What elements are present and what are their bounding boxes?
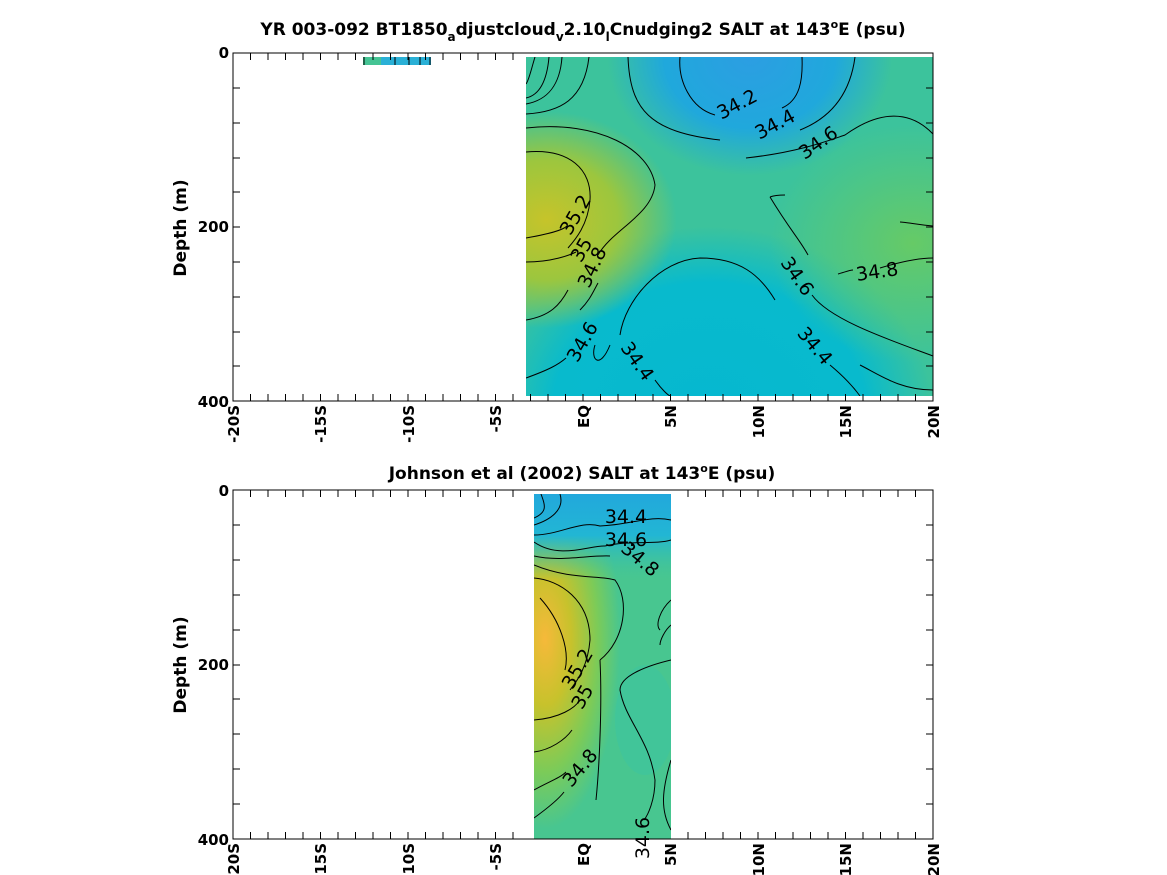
contour-line [534, 771, 567, 791]
contour-line [595, 659, 602, 801]
top-x-tick-labels: -20S -15S -10S -5S EQ 5N 10N 15N 20N [225, 405, 943, 443]
x-tick-label: 20N [925, 843, 943, 875]
top-contour-lines [526, 57, 933, 396]
contour-line [526, 57, 563, 105]
x-tick-label: -15S [312, 405, 330, 443]
contour-line [534, 494, 562, 526]
y-tick-label: 400 [198, 831, 229, 849]
contour-label: 34.4 [605, 506, 647, 528]
contour-line [859, 364, 933, 391]
x-tick-label: 5N [662, 843, 680, 866]
top-panel: YR 003-092 BT1850adjustcloudv2.10lCnudgi… [171, 18, 943, 443]
contour-line [579, 282, 599, 311]
y-tick-label: 200 [198, 218, 229, 236]
contour-line [526, 151, 591, 249]
contour-line [769, 194, 786, 198]
contour-line [679, 57, 716, 116]
x-tick-label: -15S [312, 843, 330, 875]
x-tick-label: -10S [400, 843, 418, 875]
bottom-y-tick-labels: 0 200 400 [198, 482, 229, 849]
contour-line [526, 57, 590, 115]
top-surface-strip [363, 57, 431, 65]
x-tick-label: -5S [487, 843, 505, 870]
contour-line [829, 364, 861, 396]
contour-line [526, 57, 550, 99]
top-y-tick-labels: 0 200 400 [198, 44, 229, 411]
x-tick-label: 10N [750, 405, 768, 438]
contour-line [619, 257, 776, 336]
bottom-panel: Johnson et al (2002) SALT at 143oE (psu) [171, 462, 943, 875]
bottom-x-tick-labels: -20S -15S -10S -5S EQ 5N 10N 15N 20N [225, 843, 943, 875]
top-x-ticks [233, 53, 933, 401]
contour-line [534, 577, 591, 691]
contour-line [534, 729, 573, 753]
contour-line [899, 221, 933, 227]
contour-line [526, 251, 577, 263]
top-salinity-field [526, 57, 933, 396]
x-tick-label: 20N [925, 405, 943, 438]
contour-line [837, 269, 854, 275]
contour-line [593, 344, 611, 361]
contour-line [534, 494, 545, 519]
contour-line [534, 539, 671, 552]
bottom-contour-lines [534, 494, 671, 831]
contour-line [619, 659, 671, 821]
y-tick-label: 400 [198, 393, 229, 411]
contour-line [879, 257, 933, 269]
contour-line [659, 624, 671, 646]
top-title: YR 003-092 BT1850adjustcloudv2.10lCnudgi… [259, 18, 905, 44]
contour-line [781, 57, 803, 109]
contour-line [534, 699, 581, 721]
contour-line [534, 564, 624, 661]
x-tick-label: -20S [225, 405, 243, 443]
contour-line [654, 379, 671, 396]
y-tick-label: 0 [219, 482, 229, 500]
x-tick-label: -10S [400, 405, 418, 443]
contour-line [534, 518, 671, 536]
contour-line [769, 196, 809, 256]
contour-line [663, 759, 671, 831]
x-tick-label: 15N [837, 405, 855, 438]
contour-line [534, 791, 565, 819]
contour-label: 34.6 [605, 529, 647, 551]
contour-label: 34.6 [632, 817, 654, 859]
x-tick-label: EQ [575, 843, 593, 866]
bottom-x-ticks [233, 490, 933, 839]
x-tick-label: 10N [750, 843, 768, 875]
contour-line [539, 597, 567, 671]
contour-line [811, 294, 933, 357]
contour-line [799, 57, 856, 131]
contour-line [526, 225, 568, 239]
bottom-title: Johnson et al (2002) SALT at 143oE (psu) [388, 462, 776, 484]
x-tick-label: 5N [662, 405, 680, 428]
contour-line [657, 599, 671, 631]
bottom-y-axis-label: Depth (m) [171, 616, 191, 713]
contour-line [534, 555, 611, 559]
x-tick-label: 15N [837, 843, 855, 875]
contour-line [526, 57, 536, 85]
y-tick-label: 200 [198, 656, 229, 674]
contour-line [526, 357, 567, 379]
x-tick-label: -5S [487, 405, 505, 432]
x-tick-label: EQ [575, 405, 593, 428]
contour-line [627, 57, 721, 141]
contour-line [526, 126, 656, 256]
contour-line [745, 115, 933, 159]
x-tick-label: -20S [225, 843, 243, 875]
top-y-axis-label: Depth (m) [171, 179, 191, 276]
y-tick-label: 0 [219, 44, 229, 62]
contour-line [526, 289, 569, 321]
